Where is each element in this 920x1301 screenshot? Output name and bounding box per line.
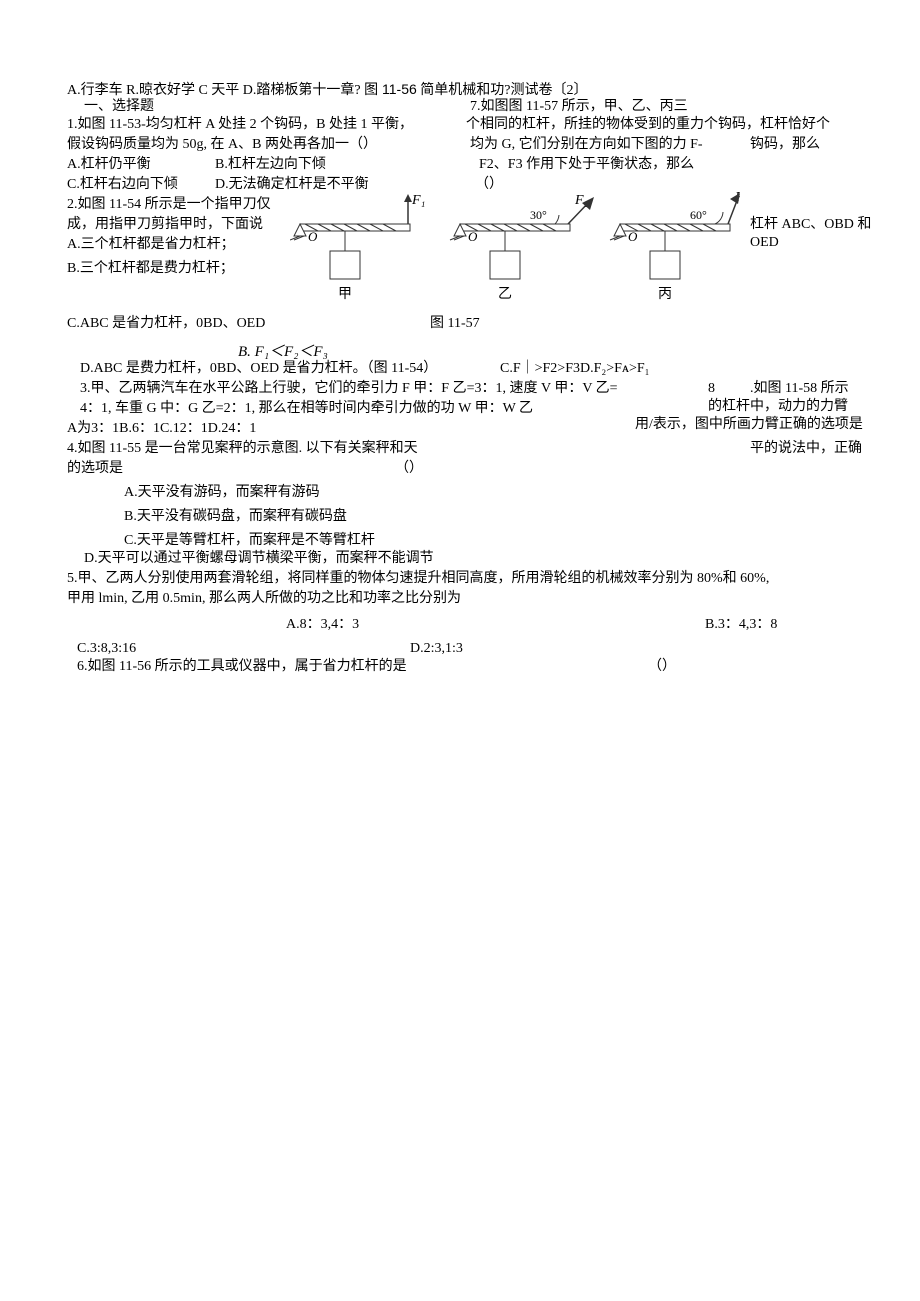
pivot-label-o2: O <box>468 229 478 244</box>
q5-optD: D.2:3,1:3 <box>410 638 463 660</box>
q7-sideB: OED <box>750 232 779 254</box>
angle-60: 60° <box>690 208 707 222</box>
q4-line2: 的选项是 <box>67 458 123 480</box>
q5-optB: B.3：4,3：8 <box>705 614 777 636</box>
diagram-label-bing: 丙 <box>658 287 672 302</box>
q4-optA: A.天平没有游码，而案秤有游码 <box>124 482 320 504</box>
q5-optA: A.8：3,4：3 <box>286 614 359 636</box>
q2-optB: B.三个杠杆都是费力杠杆； <box>67 258 234 280</box>
q2-optA: A.三个杠杆都是省力杠杆； <box>67 234 235 256</box>
q4-rightnote: 平的说法中，正确 <box>750 438 862 460</box>
pivot-label-o1: O <box>308 229 318 244</box>
q7-line3b: 钩码，那么 <box>750 134 820 156</box>
q6-line1: 6.如图 11-56 所示的工具或仪器中，属于省力杠杆的是 <box>77 656 407 678</box>
pivot-label-o3: O <box>628 229 638 244</box>
figure-11-57: F₁ O 甲 F₂ 30° O 乙 <box>290 186 740 306</box>
q4-optB: B.天平没有碳码盘，而案秤有碳码盘 <box>124 506 347 528</box>
diagram-label-yi: 乙 <box>498 286 512 302</box>
q2-optC: C.ABC 是省力杠杆，0BD、OED <box>67 313 265 335</box>
q4-paren: （） <box>395 458 423 480</box>
q5-line2: 甲用 lmin, 乙用 0.5min, 那么两人所做的功之比和功率之比分别为 <box>67 588 461 610</box>
angle-30: 30° <box>530 208 547 222</box>
q7-optB-formula: B. F₁＜F₂＜F₃ <box>238 340 328 364</box>
force-label-f1: F₁ <box>411 193 425 208</box>
q8-line3: 用/表示，图中所画力臂正确的选项是 <box>635 414 863 436</box>
q6-paren: （） <box>648 656 676 678</box>
figure-11-57-label: 图 11-57 <box>430 313 480 335</box>
diagram-label-jia: 甲 <box>338 287 352 302</box>
q7-line4: F2、F3 作用下处于平衡状态，那么 <box>479 154 694 176</box>
